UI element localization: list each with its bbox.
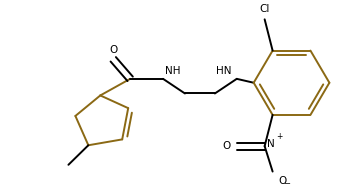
Text: N: N: [267, 139, 274, 149]
Text: +: +: [276, 132, 283, 141]
Text: HN: HN: [216, 66, 232, 76]
Text: O: O: [223, 141, 231, 151]
Text: O: O: [279, 176, 287, 186]
Text: Cl: Cl: [259, 5, 270, 14]
Text: −: −: [283, 179, 290, 188]
Text: O: O: [109, 45, 117, 55]
Text: NH: NH: [165, 66, 180, 76]
